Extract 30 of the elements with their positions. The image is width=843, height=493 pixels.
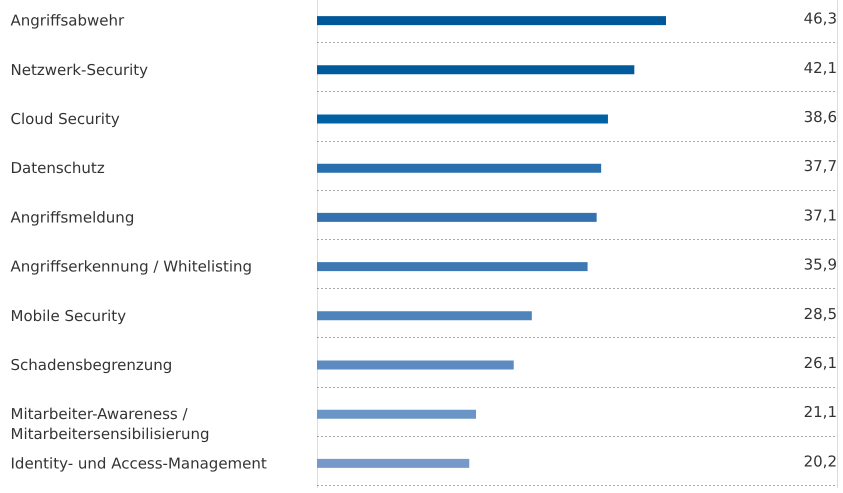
- data-label: 20,2: [804, 452, 837, 470]
- y-tick-label: Angriffserkennung / Whitelisting: [10, 258, 252, 276]
- data-label: 37,7: [804, 157, 837, 176]
- y-tick-label: Datenschutz: [10, 159, 105, 178]
- data-label: 38,6: [804, 108, 837, 126]
- data-label: 35,9: [804, 256, 837, 274]
- y-tick-label: Angriffsabwehr: [10, 12, 125, 30]
- bar: [317, 360, 514, 370]
- bar: [317, 410, 476, 419]
- y-tick-label: Mitarbeiter-Awareness / Mitarbeitersensibilisierung: [10, 405, 210, 444]
- bar: [317, 458, 470, 468]
- bar: [317, 164, 602, 173]
- bar: [317, 212, 597, 222]
- bar: [317, 311, 532, 320]
- data-label: 46,3: [804, 10, 837, 28]
- bar: [317, 65, 634, 74]
- data-label: 37,1: [804, 206, 837, 224]
- y-tick-label: Cloud Security: [10, 110, 120, 128]
- y-tick-label: Netzwerk-Security: [10, 60, 148, 79]
- data-label: 42,1: [804, 58, 837, 77]
- bar: [317, 114, 608, 124]
- y-tick-label: Identity- und Access-Management: [10, 454, 267, 472]
- bar: [317, 16, 666, 26]
- data-label: 21,1: [804, 403, 837, 422]
- y-tick-label: Schadensbegrenzung: [10, 356, 172, 374]
- bar: [317, 262, 588, 272]
- data-label: 28,5: [804, 304, 837, 323]
- data-label: 26,1: [804, 354, 837, 372]
- y-tick-label: Mobile Security: [10, 306, 126, 325]
- y-tick-label: Angriffsmeldung: [10, 208, 134, 226]
